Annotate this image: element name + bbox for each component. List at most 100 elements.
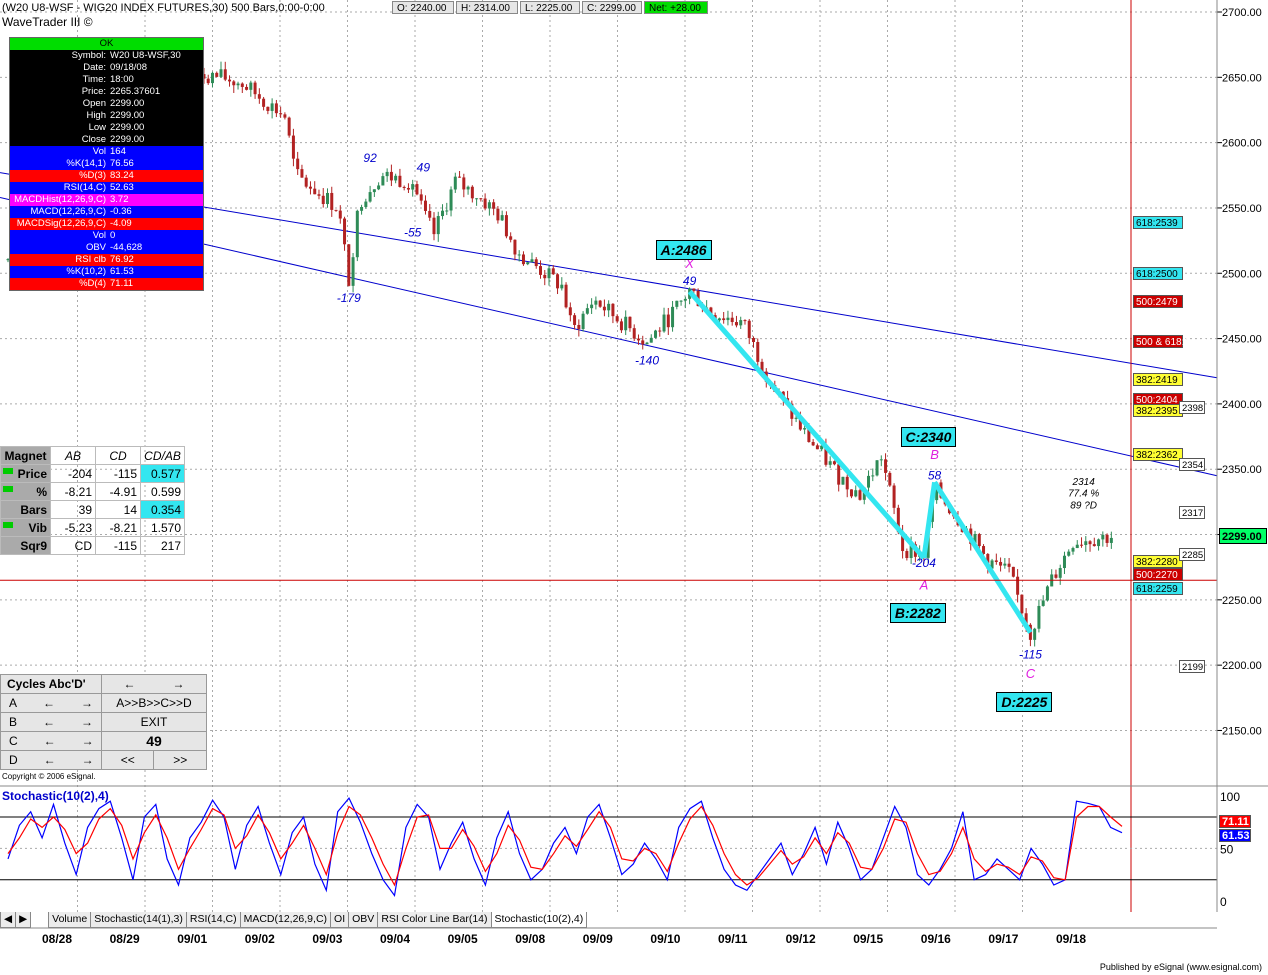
cycles-rewind-button[interactable]: << <box>100 750 155 770</box>
magnet-cell-ab: 39 <box>50 500 96 519</box>
magnet-cell-cd: -115 <box>95 536 141 555</box>
candle-body <box>935 482 939 501</box>
cycles-prev-button[interactable]: ← <box>123 677 136 691</box>
tab-indicator[interactable]: OBV <box>348 912 379 928</box>
tab-indicator[interactable]: Stochastic(14(1),3) <box>90 912 187 928</box>
magnet-cell-label: Bars <box>0 500 51 519</box>
candle-body <box>875 460 879 476</box>
candle-body <box>632 328 636 339</box>
stoch-d-last: 71.11 <box>1219 815 1251 828</box>
candle-body <box>304 177 308 187</box>
cycles-c-right[interactable]: → <box>81 734 94 748</box>
pattern-price-label: C:2340 <box>900 426 957 447</box>
cycles-c-left[interactable]: ← <box>43 734 56 748</box>
magnet-cell-cd: -4.91 <box>95 482 141 501</box>
tab-scroll-right[interactable]: ▶ <box>15 912 32 928</box>
pattern-price-label: A:2486 <box>655 239 712 260</box>
candle-body <box>743 320 747 322</box>
cycles-row-d[interactable]: D ← → <box>0 750 102 770</box>
cycles-b-right[interactable]: → <box>81 715 94 729</box>
candle-body <box>1062 555 1066 569</box>
fib-level-box: 618:2539 <box>1133 216 1183 230</box>
candle-body <box>317 194 321 196</box>
candle-body <box>602 306 606 311</box>
candle-body <box>1054 574 1058 578</box>
candle-body <box>321 195 325 205</box>
tab-indicator[interactable]: RSI Color Line Bar(14) <box>377 912 492 928</box>
wave-label: 77.4 % <box>1068 489 1099 500</box>
candle-body <box>240 83 244 87</box>
data-window-value: 76.92 <box>110 254 134 265</box>
cycles-a-left[interactable]: ← <box>43 696 56 710</box>
price-y-axis: 2700.00 2650.00 2600.00 2550.00 2500.00 2450.… <box>1217 7 1262 737</box>
data-window-key: Date: <box>83 62 106 73</box>
candle-body <box>279 113 283 115</box>
cycles-a-right[interactable]: → <box>81 696 94 710</box>
cycles-next-button[interactable]: → <box>172 677 185 691</box>
candle-body <box>641 340 645 345</box>
candle-body <box>466 186 470 190</box>
cycles-row-c[interactable]: C ← → <box>0 731 102 751</box>
x-axis: 08/28 08/29 09/01 09/02 09/03 09/04 09/05 09/08… <box>42 932 1086 946</box>
open-quote: O: 2240.00 <box>392 1 454 14</box>
price-grid <box>0 0 1217 912</box>
data-window-key: %K(10,2) <box>66 266 106 277</box>
side-price-box: 2199 <box>1179 660 1205 674</box>
last-price-box: 2299.00 <box>1219 528 1267 544</box>
candle-body <box>798 417 802 430</box>
candle-body <box>734 322 738 326</box>
candle-body <box>219 69 223 77</box>
cycles-panel[interactable]: Cycles Abc'D' ← → A ← → A>>B>>C>>D B ← → EXIT… <box>0 674 207 770</box>
tab-indicator[interactable]: Stochastic(10(2),4) <box>490 912 588 928</box>
tab-indicator[interactable]: Volume <box>48 912 92 928</box>
cycles-row-a[interactable]: A ← → <box>0 693 102 713</box>
candle-body <box>837 464 841 485</box>
data-window-key: Symbol: <box>71 50 106 61</box>
candle-body <box>1045 586 1049 601</box>
cycles-forward-button[interactable]: >> <box>153 750 207 770</box>
data-window[interactable]: OK Symbol: W20 U8-WSF,30 Date: 09/18/08 Time… <box>9 37 204 291</box>
chart-title: (W20 U8-WSF - WIG20 INDEX FUTURES,30) 50… <box>2 2 325 14</box>
cycles-b-left[interactable]: ← <box>43 715 56 729</box>
cycles-nav-buttons: ← → <box>101 674 207 694</box>
price-tick-label: 2400.00 <box>1222 399 1262 411</box>
close-quote: C: 2299.00 <box>582 1 642 14</box>
candle-body <box>445 210 449 212</box>
date-tick-label: 09/02 <box>245 932 275 946</box>
price-tick-label: 2150.00 <box>1222 725 1262 737</box>
candle-body <box>666 314 670 328</box>
candle-body <box>803 428 807 430</box>
candle-body <box>747 320 751 338</box>
date-tick-label: 09/05 <box>448 932 478 946</box>
tab-indicator[interactable]: MACD(12,26,9,C) <box>239 912 332 928</box>
candle-body <box>909 544 913 558</box>
pattern-point-label: X <box>684 256 695 271</box>
candle-body <box>428 210 432 218</box>
data-window-value: -44,628 <box>110 242 143 253</box>
data-window-key: MACDHist(12,26,9,C) <box>14 194 106 205</box>
cycles-exit-button[interactable]: EXIT <box>101 712 207 732</box>
net-quote: Net: +28.00 <box>644 1 708 14</box>
data-window-key: MACDSig(12,26,9,C) <box>16 218 106 229</box>
data-window-row: %K(14,1) 76.56 <box>10 158 203 170</box>
candle-body <box>551 268 555 275</box>
candle-body <box>1105 534 1109 543</box>
candle-body <box>206 78 210 84</box>
candle-body <box>564 284 568 308</box>
candle-body <box>1033 628 1037 640</box>
candle-body <box>210 72 214 84</box>
cycles-sequence-button[interactable]: A>>B>>C>>D <box>101 693 207 713</box>
tab-indicator[interactable]: OI <box>330 912 350 928</box>
data-window-row: Vol 164 <box>10 146 203 158</box>
date-tick-label: 09/17 <box>988 932 1018 946</box>
candle-body <box>449 189 453 211</box>
candle-body <box>479 198 483 200</box>
tab-indicator[interactable]: RSI(14,C) <box>185 912 241 928</box>
cycles-d-right[interactable]: → <box>81 753 94 767</box>
magnet-header: Magnet <box>0 446 51 465</box>
cycles-d-left[interactable]: ← <box>43 753 56 767</box>
price-tick-label: 2600.00 <box>1222 138 1262 150</box>
candle-body <box>262 98 266 107</box>
tab-scroll-left[interactable]: ◀ <box>0 912 17 928</box>
cycles-row-b[interactable]: B ← → <box>0 712 102 732</box>
